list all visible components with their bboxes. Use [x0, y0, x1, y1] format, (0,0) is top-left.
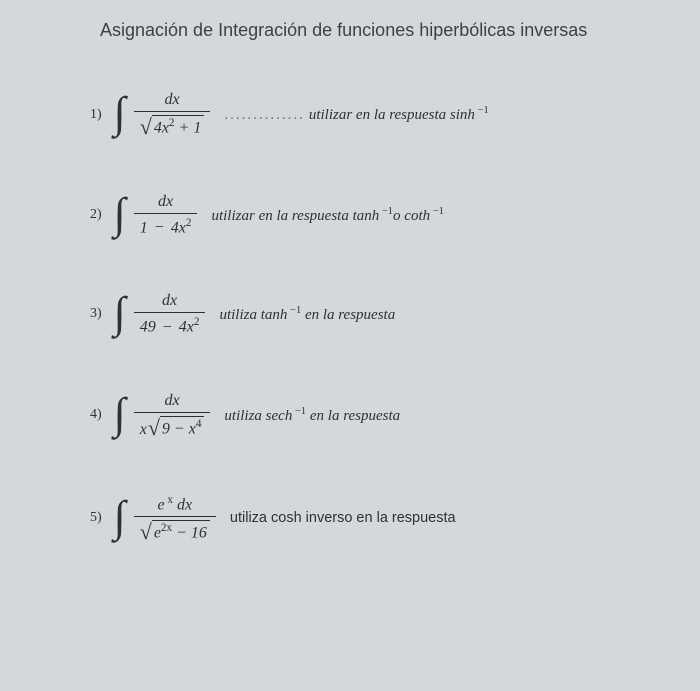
- problem-number: 1): [90, 107, 102, 123]
- integral-sign: ∫: [114, 396, 126, 431]
- problem-number: 2): [90, 207, 102, 223]
- integrand-fraction: dxx√9 − x4: [134, 392, 211, 439]
- numerator: dx: [159, 392, 186, 412]
- problem-row: 4)∫dxx√9 − x4utiliza sech −1 en la respu…: [90, 392, 670, 439]
- hint-text: utilizar en la respuesta tanh −1o coth −…: [211, 206, 443, 225]
- denominator: √e2x − 16: [134, 516, 216, 543]
- integrand-fraction: dx49 − 4x2: [134, 292, 206, 336]
- integral-sign: ∫: [114, 95, 126, 130]
- hint-text: utiliza cosh inverso en la respuesta: [230, 510, 456, 526]
- problem-row: 2)∫dx1 − 4x2utilizar en la respuesta tan…: [90, 193, 670, 237]
- hint-text: utiliza tanh −1 en la respuesta: [219, 305, 395, 324]
- hint-text: utiliza sech −1 en la respuesta: [224, 406, 400, 425]
- assignment-title: Asignación de Integración de funciones h…: [90, 20, 670, 41]
- worksheet-page: Asignación de Integración de funciones h…: [0, 0, 700, 691]
- numerator: dx: [152, 193, 179, 213]
- denominator: √4x2 + 1: [134, 111, 211, 138]
- integrand-fraction: e x dx√e2x − 16: [134, 494, 216, 543]
- integral-sign: ∫: [114, 196, 126, 231]
- denominator: 1 − 4x2: [134, 213, 198, 237]
- problem-row: 1)∫dx√4x2 + 1..............utilizar en l…: [90, 91, 670, 138]
- problem-number: 4): [90, 407, 102, 423]
- integrand-fraction: dx1 − 4x2: [134, 193, 198, 237]
- problem-row: 3)∫dx49 − 4x2utiliza tanh −1 en la respu…: [90, 292, 670, 336]
- denominator: 49 − 4x2: [134, 312, 206, 336]
- problem-number: 3): [90, 306, 102, 322]
- numerator: dx: [158, 91, 185, 111]
- integral-sign: ∫: [114, 295, 126, 330]
- problem-number: 5): [90, 510, 102, 526]
- integrand-fraction: dx√4x2 + 1: [134, 91, 211, 138]
- numerator: e x dx: [152, 494, 199, 516]
- numerator: dx: [156, 292, 183, 312]
- problems-container: 1)∫dx√4x2 + 1..............utilizar en l…: [90, 91, 670, 543]
- integral-sign: ∫: [114, 499, 126, 534]
- problem-row: 5)∫e x dx√e2x − 16utiliza cosh inverso e…: [90, 494, 670, 543]
- denominator: x√9 − x4: [134, 412, 211, 439]
- hint-text: ..............utilizar en la respuesta s…: [224, 105, 488, 124]
